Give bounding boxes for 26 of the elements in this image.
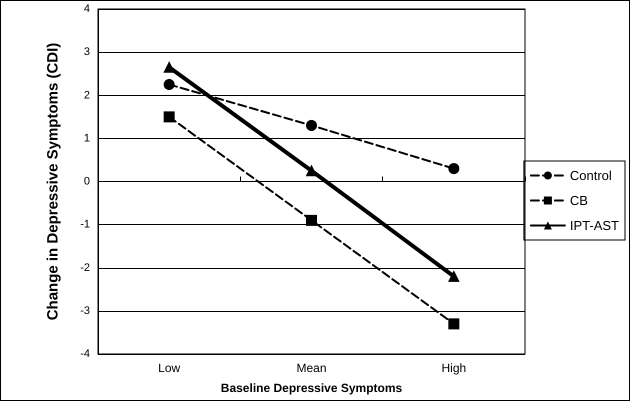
x-tick-label: Mean <box>296 361 327 375</box>
point <box>306 120 317 131</box>
y-tick-label: 1 <box>84 132 90 144</box>
point <box>448 163 460 174</box>
legend-label: Control <box>570 168 612 183</box>
x-tick-label: Low <box>158 361 181 375</box>
x-axis-title: Baseline Depressive Symptoms <box>220 381 403 395</box>
y-tick-label: 4 <box>84 3 90 15</box>
x-tick-label: High <box>441 361 466 375</box>
legend-label: CB <box>570 193 588 208</box>
point <box>164 62 175 73</box>
y-tick-label: 2 <box>84 89 90 102</box>
point <box>448 318 460 330</box>
y-tick-label: 0 <box>84 176 90 188</box>
point <box>448 270 460 282</box>
y-tick-label: -4 <box>80 348 90 360</box>
y-tick-label: -1 <box>80 218 90 231</box>
y-tick-label: 3 <box>84 46 90 58</box>
point <box>164 78 175 90</box>
point <box>306 214 317 226</box>
y-axis-title: Change in Depressive Symptoms (CDI) <box>44 42 62 320</box>
y-tick-label: -2 <box>80 262 90 274</box>
point <box>164 111 175 122</box>
point <box>306 165 317 176</box>
y-tick-label: -3 <box>80 304 90 317</box>
legend-label: IPT-AST <box>570 218 620 233</box>
